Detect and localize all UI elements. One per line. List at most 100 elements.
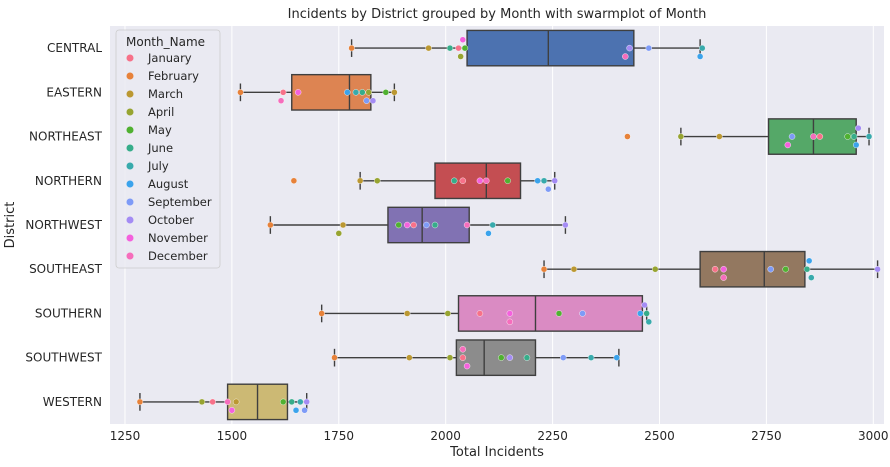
- chart-title: Incidents by District grouped by Month w…: [288, 7, 707, 22]
- y-tick-label: CENTRAL: [47, 41, 102, 55]
- y-tick-label: SOUTHERN: [35, 306, 102, 320]
- x-axis-label: Total Incidents: [449, 445, 544, 460]
- legend-label: February: [148, 69, 199, 83]
- legend-label: April: [148, 105, 174, 119]
- point-january: [476, 310, 484, 317]
- point-february: [540, 266, 548, 273]
- point-july: [865, 133, 873, 140]
- point-may: [395, 221, 402, 229]
- legend-marker: [126, 72, 134, 80]
- point-february: [290, 177, 298, 184]
- y-axis-label: District: [3, 202, 18, 249]
- point-october: [562, 221, 569, 229]
- point-march: [339, 221, 347, 229]
- point-january: [816, 133, 824, 140]
- legend-label: December: [148, 249, 208, 263]
- legend: Month_Name January February March April May Ju…: [115, 29, 221, 269]
- legend-marker: [126, 108, 134, 116]
- point-december: [459, 346, 466, 353]
- point-july: [540, 177, 548, 184]
- x-tick-label: 2750: [751, 429, 782, 443]
- point-august: [292, 407, 300, 414]
- point-september: [301, 407, 308, 414]
- point-october: [855, 124, 862, 132]
- point-january: [410, 221, 417, 229]
- point-november: [784, 141, 791, 149]
- point-august: [485, 230, 492, 237]
- point-july: [645, 318, 653, 326]
- point-december: [506, 318, 514, 326]
- x-tick-label: 3000: [858, 429, 889, 443]
- legend-marker: [126, 90, 134, 98]
- point-september: [788, 133, 796, 140]
- point-january: [279, 89, 287, 96]
- point-november: [459, 36, 466, 43]
- legend-label: May: [148, 123, 172, 137]
- point-november: [476, 177, 484, 184]
- legend-label: August: [148, 177, 189, 191]
- box-iqr: [466, 29, 635, 67]
- point-december: [463, 221, 471, 229]
- point-march: [232, 398, 240, 406]
- point-april: [677, 133, 685, 140]
- point-january: [459, 354, 466, 361]
- point-october: [551, 177, 558, 184]
- point-june: [451, 177, 458, 184]
- y-tick-label: SOUTHEAST: [29, 262, 103, 276]
- point-february: [624, 133, 631, 140]
- point-august: [853, 141, 860, 149]
- point-march: [356, 177, 364, 184]
- x-tick-label: 1750: [324, 429, 355, 443]
- legend-marker: [126, 198, 134, 206]
- point-november: [228, 407, 236, 414]
- point-september: [645, 44, 653, 52]
- box-iqr: [457, 295, 644, 332]
- point-january: [209, 398, 216, 406]
- point-february: [136, 398, 144, 406]
- point-august: [637, 310, 644, 317]
- x-tick-label: 2500: [644, 429, 675, 443]
- point-november: [294, 89, 302, 96]
- point-december: [483, 177, 490, 184]
- x-tick-label: 1500: [217, 429, 248, 443]
- point-june: [803, 266, 811, 273]
- point-april: [446, 354, 454, 361]
- point-february: [318, 310, 325, 317]
- point-august: [696, 53, 704, 60]
- legend-label: October: [148, 213, 194, 227]
- point-april: [365, 89, 372, 96]
- point-august: [344, 89, 351, 96]
- point-may: [504, 177, 511, 184]
- point-august: [613, 354, 620, 361]
- point-november: [720, 266, 727, 273]
- point-april: [652, 266, 659, 273]
- point-may: [498, 354, 505, 361]
- point-march: [406, 354, 413, 361]
- point-april: [444, 310, 452, 317]
- point-december: [622, 53, 629, 60]
- legend-marker: [126, 252, 134, 260]
- point-february: [331, 354, 338, 361]
- point-may: [382, 89, 390, 96]
- point-october: [626, 44, 633, 52]
- y-tick-label: NORTHWEST: [25, 218, 102, 232]
- y-tick-labels: CENTRAL EASTERN NORTHEAST NORTHERN NORTHWEST…: [25, 41, 102, 409]
- legend-box: [115, 29, 221, 269]
- legend-marker: [126, 180, 134, 188]
- point-april: [198, 398, 206, 406]
- point-september: [545, 185, 552, 193]
- point-june: [359, 89, 366, 96]
- point-march: [716, 133, 723, 140]
- legend-label: November: [148, 231, 208, 245]
- point-october: [641, 301, 648, 309]
- swarm-points: [136, 36, 881, 414]
- point-december: [277, 97, 285, 104]
- point-august: [805, 257, 813, 265]
- point-april: [335, 230, 342, 237]
- legend-label: June: [147, 141, 173, 155]
- point-september: [767, 266, 774, 273]
- legend-label: July: [147, 159, 169, 173]
- point-october: [369, 97, 377, 104]
- x-tick-label: 2000: [430, 429, 461, 443]
